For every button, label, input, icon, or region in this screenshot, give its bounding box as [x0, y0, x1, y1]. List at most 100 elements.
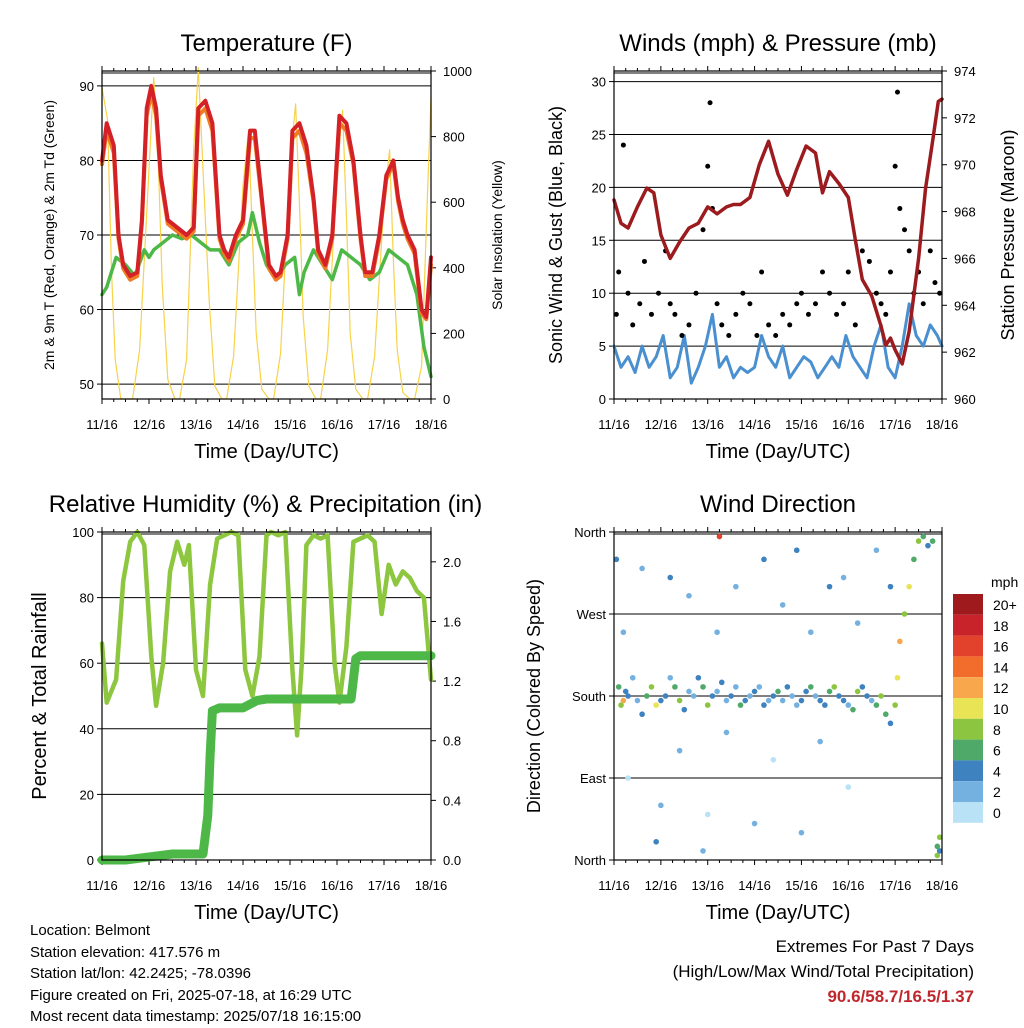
wind_direction-xtick-label: 11/16 [598, 878, 630, 893]
wind-direction-point [798, 829, 805, 836]
wind-direction-point [653, 702, 659, 708]
wind_direction-ytick-label: West [577, 607, 607, 622]
wind-direction-point [854, 688, 861, 695]
speed-legend-label: 18 [993, 618, 1009, 634]
wind-direction-point [770, 693, 777, 699]
wind-direction-point [808, 629, 814, 636]
gust-point [700, 227, 706, 233]
gust-point [883, 311, 889, 317]
gust-point [827, 290, 833, 296]
humidity-ytick-label: 40 [80, 722, 94, 737]
temperature-ytick-label: 70 [80, 228, 94, 243]
wind-direction-point [751, 820, 758, 827]
temperature-xtick-label: 14/16 [227, 417, 260, 432]
wind-direction-point [761, 556, 767, 563]
wind-direction-point [756, 684, 763, 690]
wind-direction-point [784, 684, 791, 690]
wind-direction-point [686, 592, 692, 599]
winds-y2label: Station Pressure (Maroon) [998, 129, 1018, 340]
humidity-y2tick-label: 1.6 [443, 614, 461, 629]
wind_direction-xtick-label: 14/16 [738, 878, 771, 893]
gust-point [667, 301, 673, 307]
humidity-y2tick-label: 1.2 [443, 674, 461, 689]
gust-point [798, 290, 804, 296]
wind-direction-point [817, 697, 823, 704]
humidity-y2tick-label: 0.8 [443, 734, 461, 749]
gust-point [625, 290, 631, 296]
extremes-subtitle: (High/Low/Max Wind/Total Precipitation) [672, 962, 974, 981]
gust-point [894, 89, 900, 95]
gust-point [845, 269, 851, 275]
wind-direction-point [864, 693, 870, 699]
temperature-xtick-label: 11/16 [86, 417, 118, 432]
wind-direction-point [620, 697, 627, 704]
gust-point [707, 100, 713, 106]
gust-point [648, 311, 654, 317]
winds-xtick-label: 14/16 [738, 417, 771, 432]
winds-xtick-label: 13/16 [691, 417, 724, 432]
wind-direction-point [737, 702, 744, 708]
humidity-xtick-label: 14/16 [227, 878, 260, 893]
gust-point [787, 322, 793, 328]
gust-point [780, 311, 786, 317]
gust-point [866, 258, 872, 264]
wind-direction-point [622, 688, 629, 695]
wind-direction-point [929, 538, 936, 544]
wind-direction-point [831, 684, 838, 690]
wind-direction-point [634, 697, 641, 704]
temperature-xtick-label: 13/16 [180, 417, 213, 432]
wind-direction-point [845, 784, 852, 790]
temperature-y2label: Solar Insolation (Yellow) [489, 160, 505, 310]
humidity-ylabel: Percent & Total Rainfall [29, 592, 51, 800]
speed-legend-swatch [953, 718, 983, 740]
humidity-ytick-label: 20 [80, 787, 94, 802]
winds-ytick-label: 0 [599, 392, 606, 407]
speed-legend-swatch [953, 698, 983, 719]
extremes-values: 90.6/58.7/16.5/1.37 [827, 987, 974, 1006]
gust-point [852, 322, 858, 328]
wind-direction-point [747, 693, 753, 699]
wind-direction-point [854, 620, 861, 626]
wind_direction-ytick-label: North [574, 525, 606, 540]
extremes-panel: Extremes For Past 7 Days (High/Low/Max W… [673, 934, 974, 1009]
wind-direction-point [934, 843, 941, 850]
wind-direction-point [868, 697, 875, 704]
latest-timestamp-text: Most recent data timestamp: 2025/07/18 1… [30, 1008, 362, 1025]
speed-legend-swatch [953, 656, 983, 678]
speed-legend-swatch [953, 739, 983, 761]
speed-legend-swatch [953, 802, 983, 823]
wind_direction-xtick-label: 17/16 [879, 878, 912, 893]
wind-direction-point [667, 674, 674, 681]
gust-point [679, 333, 685, 339]
wind-direction-point [887, 720, 894, 727]
dewpoint-line [100, 210, 433, 379]
speed-legend-title: mph [991, 574, 1018, 590]
speed-legend-label: 0 [993, 805, 1001, 821]
gust-point [897, 206, 903, 212]
wind-direction-plot-frame [613, 531, 943, 861]
temperature-ytick-label: 80 [80, 153, 94, 168]
wind-direction-point [894, 674, 901, 681]
latlon-text: Station lat/lon: 42.2425; -78.0396 [30, 965, 252, 982]
gust-point [637, 301, 643, 307]
wind-direction-point [920, 533, 927, 540]
wind-direction-point [733, 684, 739, 690]
wind-direction-point [915, 538, 922, 544]
gust-point [620, 142, 626, 148]
humidity-xtick-label: 18/16 [415, 878, 448, 893]
wind-direction-point [681, 706, 688, 713]
wind-direction-point [812, 693, 819, 699]
temperature-y2tick-label: 600 [443, 195, 465, 210]
wind-direction-point [770, 756, 777, 763]
wind-direction-point [751, 688, 758, 695]
wind-direction-point [723, 729, 730, 736]
wind-direction-point [714, 629, 720, 636]
wind-direction-point [840, 574, 847, 581]
winds-y2tick-label: 968 [954, 205, 976, 220]
humidity-xtick-label: 12/16 [133, 878, 166, 893]
wind-direction-point [700, 848, 706, 854]
wind-direction-point [845, 702, 852, 708]
wind-direction-point [639, 711, 645, 718]
temperature-ytick-label: 50 [80, 377, 94, 392]
gust-point [733, 311, 739, 317]
